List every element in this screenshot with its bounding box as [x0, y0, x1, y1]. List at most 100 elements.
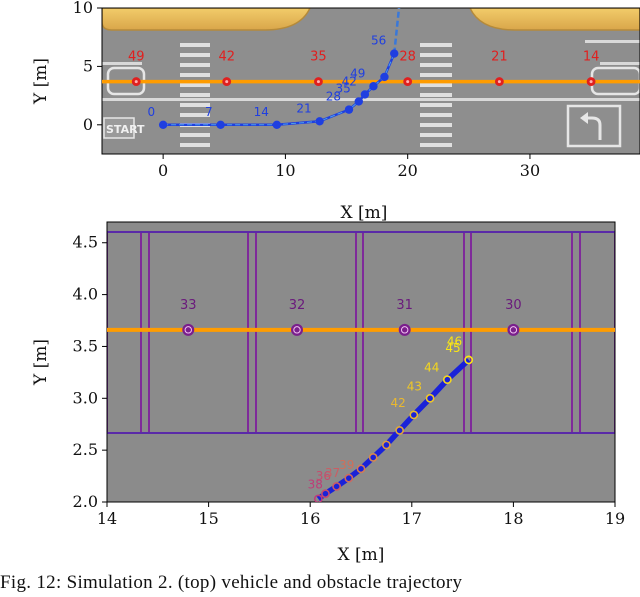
- bottom-y-tick-label: 4.0: [73, 285, 98, 304]
- bottom-vehicle-point: [344, 473, 354, 483]
- bottom-x-tick-label: 15: [198, 509, 218, 528]
- bottom-vehicle-point: [356, 464, 366, 474]
- top-vehicle-point: [216, 120, 225, 129]
- top-obstacle-point-label: 21: [491, 50, 508, 65]
- bottom-axes: 14 15 16 17 18 19 2.0 2.5 3.0 3.5 4.0 4.5: [73, 233, 626, 528]
- bottom-vehicle-point-label: 39: [339, 458, 354, 472]
- bottom-vehicle-point: [395, 426, 405, 435]
- bottom-x-axis-label: X [m]: [338, 545, 385, 565]
- top-vehicle-point: [380, 72, 389, 82]
- bottom-x-tick-label: 17: [402, 509, 422, 528]
- bottom-obstacle-point: [398, 323, 411, 336]
- bottom-vehicle-point-label: 45: [445, 341, 460, 355]
- bottom-vehicle-point-label: 37: [325, 466, 340, 480]
- bottom-y-tick-label: 4.5: [73, 233, 98, 252]
- bottom-vehicle-point: [368, 453, 378, 462]
- bottom-obstacle-point-label: 31: [396, 298, 413, 313]
- top-vehicle-path-extension: [392, 8, 401, 54]
- top-obstacle-point-center: [225, 80, 229, 84]
- figure-caption: Fig. 12: Simulation 2. (top) vehicle and…: [0, 572, 463, 593]
- top-x-tick-label: 20: [398, 161, 418, 180]
- top-vehicle-point: [390, 49, 399, 58]
- bottom-x-tick-label: 19: [605, 509, 625, 528]
- top-vehicle-point-label: 28: [326, 90, 341, 104]
- top-vehicle-point: [344, 105, 354, 114]
- top-vehicle-reference-line: [163, 53, 395, 126]
- top-obstacle-point-center: [497, 80, 501, 84]
- bottom-vehicle-point-label: 42: [391, 396, 406, 410]
- top-obstacle-point-label: 49: [128, 50, 145, 65]
- top-vehicle-point-label: 7: [205, 105, 213, 119]
- top-x-tick-label: 10: [275, 161, 295, 180]
- bottom-obstacle-point-label: 32: [289, 298, 306, 313]
- bottom-vehicle-point-label: 36: [316, 469, 331, 483]
- bottom-vehicle-point: [313, 494, 323, 502]
- top-vehicle-point: [315, 117, 324, 126]
- top-vehicle-point: [272, 120, 282, 129]
- top-vehicle-point-label: 21: [296, 101, 311, 115]
- bottom-vehicle-point: [332, 482, 342, 491]
- bottom-y-tick-label: 2.5: [73, 440, 98, 459]
- bottom-obstacle-point-ring: [400, 326, 409, 334]
- top-vehicle-point-label: 0: [147, 105, 155, 119]
- bottom-obstacle-point-ring: [184, 326, 192, 334]
- top-x-tick-label: 0: [158, 161, 168, 180]
- bottom-vehicle-point: [409, 410, 419, 420]
- top-obstacle-point-center: [316, 80, 320, 84]
- top-obstacle-point-label: 42: [218, 50, 235, 65]
- bottom-obstacle-point-label: 33: [180, 298, 197, 313]
- top-obstacle-point-center: [134, 80, 138, 84]
- top-vehicle-point-label: 49: [350, 66, 365, 80]
- top-obstacle-point-label: 28: [399, 50, 416, 65]
- top-y-tick-label: 0: [83, 115, 93, 134]
- top-obstacle-point-label: 35: [310, 50, 327, 65]
- bottom-vehicle-point-label: 44: [424, 361, 439, 375]
- bottom-vehicle-point: [442, 375, 452, 385]
- bottom-x-tick-label: 18: [503, 509, 523, 528]
- bottom-y-tick-label: 3.0: [73, 388, 98, 407]
- bottom-y-tick-label: 3.5: [73, 336, 98, 355]
- top-x-axis-label: X [m]: [341, 203, 388, 223]
- top-y-tick-label: 5: [83, 56, 93, 75]
- start-marker-label: START: [106, 123, 145, 136]
- top-y-tick-label: 10: [73, 0, 93, 17]
- bottom-obstacle-point-ring: [509, 326, 518, 334]
- bottom-vehicle-point: [381, 440, 391, 450]
- top-y-axis-label: Y [m]: [31, 58, 51, 105]
- top-vehicle-point: [360, 90, 370, 99]
- top-vehicle-point-label: 35: [335, 81, 350, 95]
- top-obstacle-point-center: [589, 80, 593, 84]
- top-obstacle-point-label: 14: [583, 50, 600, 65]
- bottom-x-tick-label: 14: [97, 509, 117, 528]
- bottom-vehicle-point-label: 46: [447, 334, 462, 348]
- bottom-y-axis-label: Y [m]: [31, 339, 51, 386]
- bottom-obstacle-point-label: 30: [505, 298, 522, 313]
- bottom-y-tick-label: 2.0: [73, 492, 98, 511]
- bottom-vehicle-point: [321, 489, 330, 499]
- top-axes: 0 10 20 30 0 5 10: [73, 0, 540, 180]
- top-vehicle-point-label: 42: [342, 74, 357, 88]
- top-vehicle-point: [354, 97, 363, 106]
- top-x-tick-label: 30: [520, 161, 540, 180]
- bottom-obstacle-point-ring: [293, 326, 301, 334]
- bottom-vehicle-point: [425, 393, 435, 403]
- top-vehicle-point: [369, 82, 378, 91]
- bottom-vehicle-point: [464, 355, 474, 365]
- top-vehicle-point-label: 14: [254, 105, 269, 119]
- bottom-vehicle-point-label: 43: [407, 379, 422, 393]
- bottom-plot-frame: [106, 221, 616, 503]
- top-vehicle-point-label: 56: [371, 34, 386, 48]
- bottom-obstacle-point: [290, 323, 303, 336]
- top-obstacle-point-center: [406, 80, 410, 84]
- zoom-scene-background: [107, 222, 615, 502]
- bottom-x-tick-label: 16: [300, 509, 320, 528]
- top-vehicle-point: [158, 120, 168, 129]
- bottom-vehicle-point-label: 38: [308, 478, 323, 492]
- bottom-obstacle-point: [507, 323, 520, 336]
- bottom-obstacle-point: [182, 323, 195, 336]
